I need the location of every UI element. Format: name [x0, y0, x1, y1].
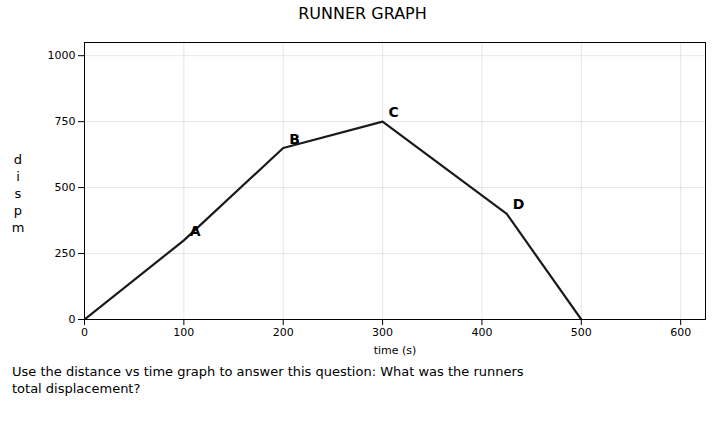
html-text:total displacement?: total displacement? [12, 381, 141, 396]
html-text:p: p [13, 203, 23, 218]
svg-text:1000: 1000 [48, 49, 76, 62]
svg-text:D: D [513, 196, 525, 212]
svg-text:200: 200 [273, 326, 294, 339]
svg-text:0: 0 [69, 313, 76, 326]
svg-text:600: 600 [670, 326, 691, 339]
svg-text:0: 0 [81, 326, 88, 339]
svg-text:100: 100 [173, 326, 194, 339]
svg-text:time (s): time (s) [374, 344, 417, 357]
svg-text:300: 300 [372, 326, 393, 339]
html-text:d: d [13, 152, 23, 167]
svg-text:500: 500 [571, 326, 592, 339]
html-text:s: s [14, 186, 22, 201]
svg-text:B: B [289, 131, 300, 147]
svg-text:500: 500 [55, 181, 76, 194]
svg-text:250: 250 [55, 247, 76, 260]
svg-text:400: 400 [471, 326, 492, 339]
svg-text:750: 750 [55, 115, 76, 128]
html-text:RUNNER GRAPH: RUNNER GRAPH [298, 4, 427, 23]
html-text:Use the distance vs time graph: Use the distance vs time graph to answer… [12, 364, 524, 379]
html-text:i: i [16, 169, 20, 184]
svg-text:A: A [190, 223, 201, 239]
html-text:m: m [11, 220, 25, 235]
svg-text:C: C [389, 104, 399, 120]
